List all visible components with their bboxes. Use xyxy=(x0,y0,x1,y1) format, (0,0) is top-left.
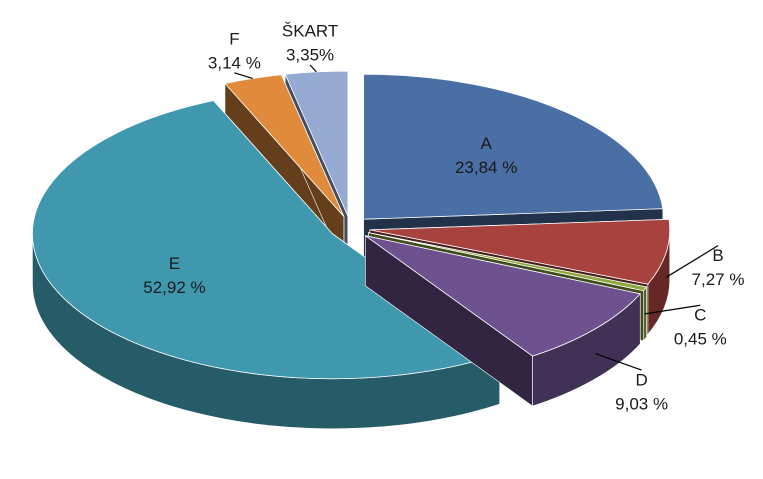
slice xyxy=(369,218,671,285)
slice-label: B xyxy=(712,246,723,265)
slice-label: A xyxy=(481,134,493,153)
slice xyxy=(284,70,349,217)
slice-value-label: 3,14 % xyxy=(208,53,261,72)
slice xyxy=(224,74,345,217)
leader-line xyxy=(665,245,719,278)
slice xyxy=(32,100,501,380)
slice-value-label: 0,45 % xyxy=(674,330,727,349)
leader-line xyxy=(595,353,642,371)
slice-value-label: 3,35% xyxy=(286,46,334,65)
slice xyxy=(363,73,664,220)
slice xyxy=(365,235,641,357)
slice-label: D xyxy=(636,371,648,390)
slice-value-label: 7,27 % xyxy=(692,270,745,289)
slice-value-label: 52,92 % xyxy=(143,278,205,297)
leader-line xyxy=(644,304,701,315)
slice-label: ŠKART xyxy=(282,22,338,41)
slice-value-label: 23,84 % xyxy=(455,158,517,177)
slice-label: C xyxy=(694,306,706,325)
leader-line xyxy=(309,64,317,73)
slice-label: F xyxy=(229,29,239,48)
slice-label: E xyxy=(169,254,180,273)
leader-line xyxy=(234,72,253,80)
slice-value-label: 9,03 % xyxy=(615,395,668,414)
slice xyxy=(368,232,648,292)
